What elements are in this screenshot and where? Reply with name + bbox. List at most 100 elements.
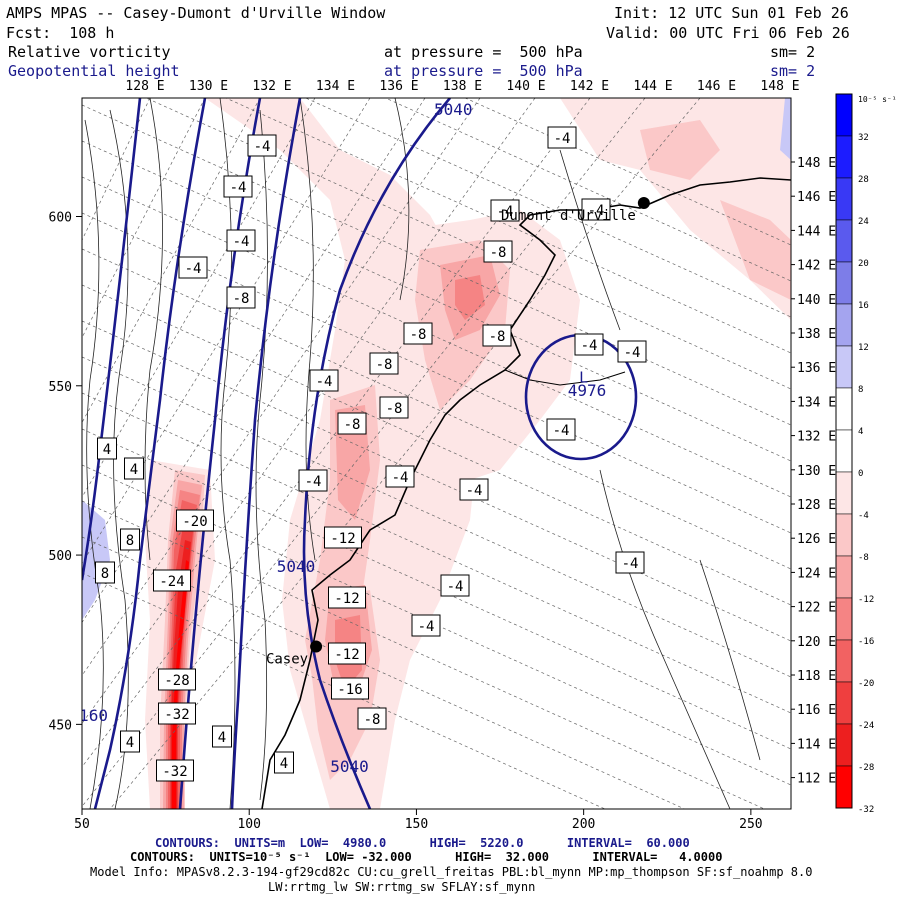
colorbar-swatch	[835, 765, 853, 809]
vorticity-label-box	[547, 126, 577, 149]
colorbar-level-label: -12	[858, 595, 874, 605]
field2-level: at pressure = 500 hPa	[384, 62, 583, 80]
field2-name: Geopotential height	[8, 62, 180, 80]
vorticity-label: 4	[103, 442, 111, 458]
vorticity-label: -8	[376, 357, 393, 373]
right-longitude-label: 144 E	[797, 224, 836, 239]
meridian-line	[82, 98, 206, 339]
right-longitude-label: 142 E	[797, 259, 836, 274]
x-tick-label: 50	[74, 817, 90, 832]
top-longitude-label: 140 E	[506, 79, 545, 94]
colorbar-level-label: -4	[858, 511, 869, 521]
right-longitude-label: 122 E	[797, 601, 836, 616]
colorbar-swatch	[835, 723, 853, 767]
vorticity-label-box	[574, 333, 604, 356]
vorticity-region	[780, 98, 791, 160]
parallel-line	[82, 500, 766, 809]
vorticity-label-box	[158, 668, 196, 691]
vorticity-contour	[255, 109, 268, 801]
vorticity-label-box	[581, 198, 611, 221]
vorticity-label: 4	[218, 730, 226, 746]
vorticity-label-box	[97, 437, 117, 460]
vorticity-label-box	[459, 478, 489, 501]
height-contour-label: 5160	[69, 706, 108, 725]
colorbar: 32 28 24 20 16 12 8 4 0 -4 -8 -12 -16 -20 -24 -28 -32 10⁻…	[835, 93, 897, 815]
contours1-units: UNITS=m	[234, 836, 286, 850]
colorbar-level-label: 32	[858, 133, 869, 143]
vorticity-label: -4	[624, 345, 641, 361]
height-contour-line	[82, 98, 142, 581]
colorbar-unit-label: 10⁻⁵ s⁻¹	[858, 95, 897, 104]
colorbar-swatch	[835, 219, 853, 263]
vorticity-label-box	[482, 324, 512, 347]
vorticity-contour	[299, 98, 316, 561]
colorbar-swatch	[835, 303, 853, 347]
colorbar-level-label: 8	[858, 385, 863, 395]
vorticity-label-box	[178, 256, 208, 279]
vorticity-label: -4	[622, 556, 639, 572]
vorticity-label: -8	[344, 417, 361, 433]
vorticity-label-box	[309, 369, 339, 392]
right-longitude-label: 136 E	[797, 361, 836, 376]
height-contour-label: 4976	[568, 381, 607, 400]
top-longitude-label: 146 E	[697, 79, 736, 94]
vorticity-label: -4	[588, 203, 605, 219]
low-center-label: L	[579, 368, 588, 386]
vorticity-label-box	[357, 707, 387, 730]
field1-name: Relative vorticity	[8, 43, 171, 61]
vorticity-label: -4	[316, 374, 333, 390]
vorticity-label-box	[247, 134, 277, 157]
top-longitude-label: 148 E	[760, 79, 799, 94]
station-marker	[310, 640, 323, 653]
field1-level: at pressure = 500 hPa	[384, 43, 583, 61]
vorticity-label: -32	[162, 764, 187, 780]
vorticity-label: -24	[159, 574, 184, 590]
vorticity-label: -32	[164, 707, 189, 723]
vorticity-contour	[84, 119, 104, 809]
colorbar-level-label: 16	[858, 301, 869, 311]
plot-frame	[81, 97, 792, 810]
vorticity-label-box	[328, 642, 366, 665]
vorticity-contours	[84, 98, 761, 809]
colorbar-swatch	[835, 135, 853, 179]
colorbar-level-label: 24	[858, 217, 869, 227]
vorticity-label: -8	[386, 401, 403, 417]
colorbar-swatch	[835, 261, 853, 305]
valid-time: Valid: 00 UTC Fri 06 Feb 26	[606, 24, 850, 42]
vorticity-label-box	[337, 412, 367, 435]
vorticity-contour	[599, 469, 731, 809]
stations: Casey Dumont d'Urville	[266, 196, 650, 667]
height-contour-label: 5040	[277, 557, 316, 576]
top-longitude-label: 134 E	[316, 79, 355, 94]
field2-smoothing: sm= 2	[770, 62, 816, 80]
ice-edge-path	[504, 369, 626, 386]
vorticity-contour	[144, 98, 163, 561]
right-longitude-label: 130 E	[797, 464, 836, 479]
meridian-line	[82, 98, 371, 565]
axes: 50 100 150 200 250 450 500 550 600	[49, 211, 763, 833]
top-longitude-label: 136 E	[379, 79, 418, 94]
height-contour-label: 5040	[330, 757, 369, 776]
parallel-line	[82, 140, 791, 462]
vorticity-label-box	[440, 574, 470, 597]
vorticity-label: -4	[447, 579, 464, 595]
vorticity-label-box	[274, 751, 294, 774]
vorticity-region	[455, 275, 485, 320]
vorticity-label-box	[615, 551, 645, 574]
right-longitude-label: 112 E	[797, 772, 836, 787]
colorbar-swatch	[835, 93, 853, 137]
colorbar-swatch	[835, 597, 853, 641]
vorticity-label-box	[490, 199, 520, 222]
vorticity-label: -4	[233, 234, 250, 250]
vorticity-label: 8	[101, 566, 109, 582]
parallel-line	[82, 356, 791, 678]
height-contour-line	[230, 98, 302, 809]
vorticity-label-box	[176, 509, 214, 532]
colorbar-swatch	[835, 513, 853, 557]
top-longitude-label: 128 E	[125, 79, 164, 94]
vorticity-label: -4	[305, 474, 322, 490]
vorticity-label: -20	[182, 514, 207, 530]
vorticity-label-box	[156, 759, 194, 782]
vorticity-label: -4	[554, 131, 571, 147]
vorticity-label: -4	[392, 470, 409, 486]
